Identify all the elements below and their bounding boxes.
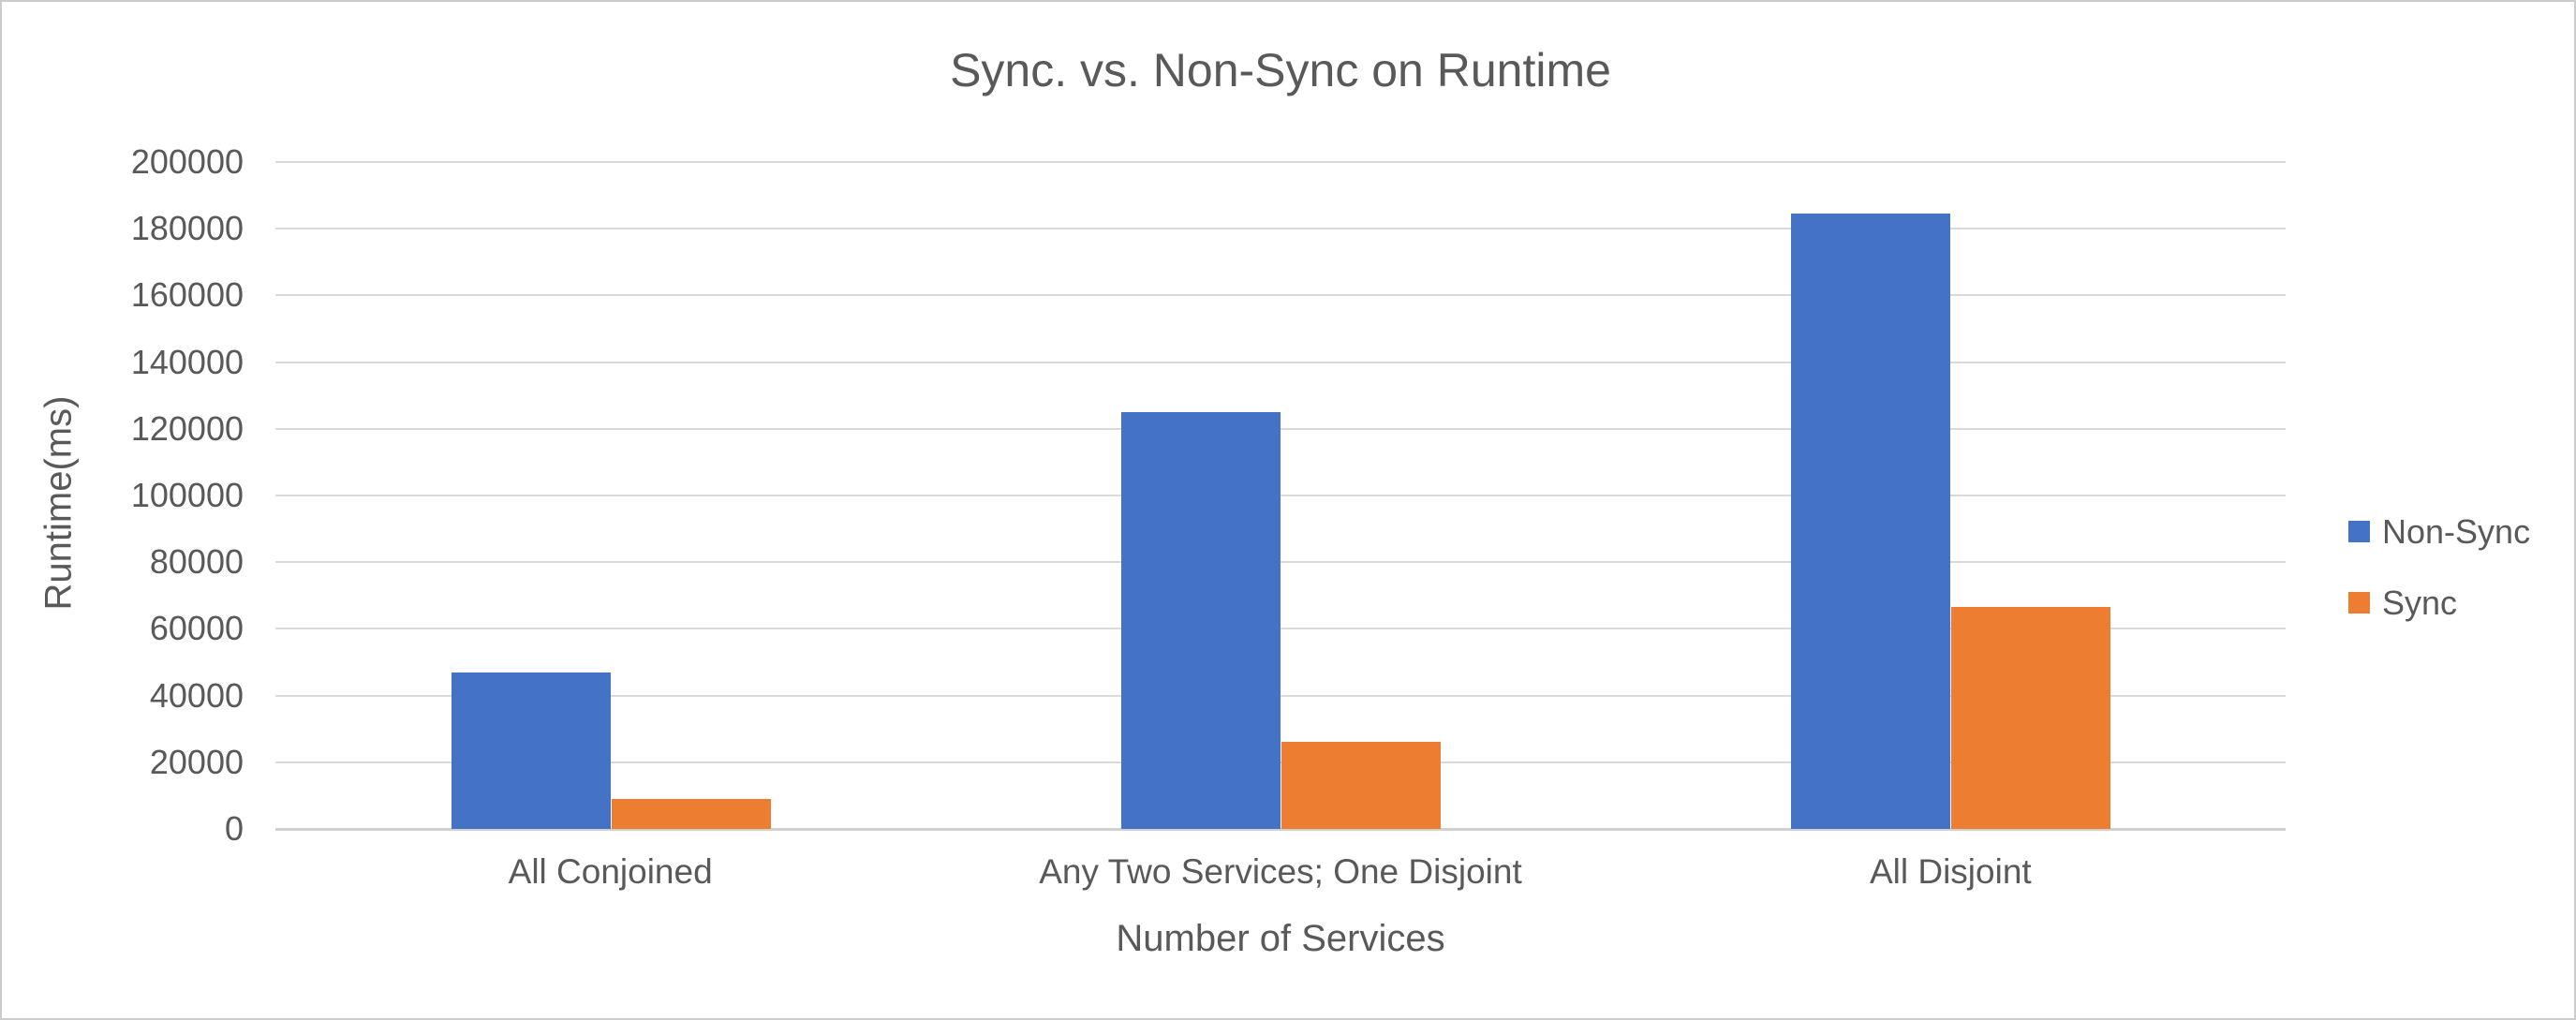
x-category-label-all-conjoined: All Conjoined xyxy=(508,852,713,891)
y-tick-label: 180000 xyxy=(130,209,244,248)
gridline xyxy=(275,628,2286,630)
legend: Non-Sync Sync xyxy=(2348,510,2530,653)
y-tick-label: 60000 xyxy=(149,609,244,648)
x-category-label-any-two-services-one-disjoint: Any Two Services; One Disjoint xyxy=(1039,852,1522,891)
bar-non-sync-all-disjoint xyxy=(1791,214,1951,829)
bar-sync-any-two-services-one-disjoint xyxy=(1281,742,1441,829)
y-tick-label: 160000 xyxy=(130,275,244,315)
y-tick-label: 0 xyxy=(224,809,244,848)
x-category-label-all-disjoint: All Disjoint xyxy=(1869,852,2032,891)
legend-item-non-sync: Non-Sync xyxy=(2348,510,2530,553)
y-tick-label: 120000 xyxy=(130,408,244,448)
y-tick-label: 80000 xyxy=(149,542,244,582)
y-tick-label: 140000 xyxy=(130,342,244,381)
legend-color-swatch-non-sync xyxy=(2348,521,2370,542)
bar-sync-all-conjoined xyxy=(611,798,771,829)
chart-title: Sync. vs. Non-Sync on Runtime xyxy=(950,44,1611,96)
x-axis-line xyxy=(275,828,2286,831)
legend-label-non-sync: Non-Sync xyxy=(2382,511,2531,551)
gridline xyxy=(275,761,2286,763)
y-tick-label: 100000 xyxy=(130,476,244,514)
y-tick-label: 40000 xyxy=(149,675,244,715)
legend-label-sync: Sync xyxy=(2382,583,2458,622)
x-axis-title: Number of Services xyxy=(1116,918,1445,959)
bar-non-sync-all-conjoined xyxy=(451,672,611,829)
legend-item-sync: Sync xyxy=(2348,582,2530,624)
gridline xyxy=(275,228,2286,230)
y-tick-label: 20000 xyxy=(149,742,244,781)
legend-color-swatch-sync xyxy=(2348,592,2370,613)
gridline xyxy=(275,161,2286,163)
gridline xyxy=(275,694,2286,697)
y-tick-label: 200000 xyxy=(130,142,244,181)
gridline xyxy=(275,561,2286,564)
bar-non-sync-any-two-services-one-disjoint xyxy=(1121,412,1281,829)
gridline xyxy=(275,361,2286,363)
bar-sync-all-disjoint xyxy=(1951,607,2111,829)
gridline xyxy=(275,294,2286,297)
gridline xyxy=(275,495,2286,496)
gridline xyxy=(275,427,2286,430)
plot-area xyxy=(275,161,2286,831)
